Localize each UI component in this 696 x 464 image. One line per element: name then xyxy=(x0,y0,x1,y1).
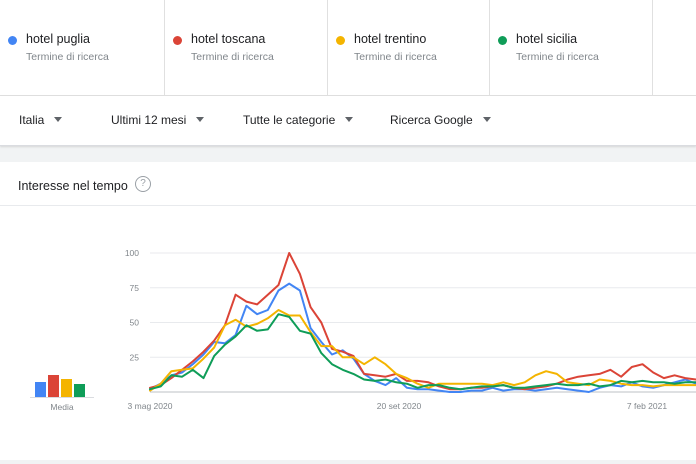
average-bar-hotel-sicilia xyxy=(74,383,85,397)
search-source-dropdown[interactable]: Ricerca Google xyxy=(390,113,491,127)
average-bars xyxy=(30,352,94,398)
search-term-type: Termine di ricerca xyxy=(191,51,274,63)
series-line-hotel-sicilia xyxy=(149,313,696,391)
search-term-hotel-trentino[interactable]: hotel trentino Termine di ricerca xyxy=(328,0,490,96)
category-dropdown-label: Tutte le categorie xyxy=(243,113,336,127)
series-color-dot xyxy=(173,36,182,45)
interest-line-chart: 25 50 75 100 3 mag 2020 20 set 2020 7 feb 2021 xyxy=(125,248,696,411)
y-tick-label: 50 xyxy=(130,318,140,328)
search-term-label: hotel trentino xyxy=(354,32,427,46)
search-terms-bar: hotel puglia Termine di ricerca hotel to… xyxy=(0,0,696,96)
card-title: Interesse nel tempo xyxy=(18,179,128,193)
chevron-down-icon xyxy=(482,117,491,123)
series-color-dot xyxy=(336,36,345,45)
search-term-type: Termine di ricerca xyxy=(516,51,599,63)
chevron-down-icon xyxy=(345,117,354,123)
divider xyxy=(0,460,696,464)
country-dropdown[interactable]: Italia xyxy=(19,113,63,127)
x-tick-label: 3 mag 2020 xyxy=(128,401,173,411)
x-tick-label: 7 feb 2021 xyxy=(627,401,667,411)
period-dropdown[interactable]: Ultimi 12 mesi xyxy=(111,113,205,127)
search-term-type: Termine di ricerca xyxy=(26,51,109,63)
category-dropdown[interactable]: Tutte le categorie xyxy=(243,113,354,127)
x-tick-label: 20 set 2020 xyxy=(377,401,422,411)
search-term-type: Termine di ricerca xyxy=(354,51,437,63)
y-tick-label: 100 xyxy=(125,248,139,258)
series-color-dot xyxy=(8,36,17,45)
chevron-down-icon xyxy=(54,117,63,123)
average-label: Media xyxy=(50,402,74,412)
average-bar-hotel-trentino xyxy=(61,378,72,397)
average-bar-hotel-puglia xyxy=(35,381,46,397)
search-term-hotel-sicilia[interactable]: hotel sicilia Termine di ricerca xyxy=(490,0,653,96)
country-dropdown-label: Italia xyxy=(19,113,45,127)
y-tick-label: 75 xyxy=(130,283,140,293)
add-comparison-slot[interactable] xyxy=(653,0,696,96)
interest-over-time-card: Interesse nel tempo ? Media 25 50 75 100 3 m… xyxy=(0,162,696,464)
period-dropdown-label: Ultimi 12 mesi xyxy=(111,113,187,127)
search-term-label: hotel sicilia xyxy=(516,32,578,46)
search-term-hotel-puglia[interactable]: hotel puglia Termine di ricerca xyxy=(0,0,165,96)
filters-bar: Italia Ultimi 12 mesi Tutte le categorie… xyxy=(0,96,696,146)
y-tick-label: 25 xyxy=(130,352,140,362)
question-mark-icon[interactable]: ? xyxy=(135,176,151,192)
series-line-hotel-puglia xyxy=(149,282,696,393)
chevron-down-icon xyxy=(196,117,205,123)
search-term-hotel-toscana[interactable]: hotel toscana Termine di ricerca xyxy=(165,0,328,96)
series-color-dot xyxy=(498,36,507,45)
average-bar-hotel-toscana xyxy=(48,374,59,397)
series-line-hotel-toscana xyxy=(149,252,696,391)
divider xyxy=(0,205,696,206)
search-term-label: hotel puglia xyxy=(26,32,90,46)
search-term-label: hotel toscana xyxy=(191,32,266,46)
search-source-dropdown-label: Ricerca Google xyxy=(390,113,473,127)
